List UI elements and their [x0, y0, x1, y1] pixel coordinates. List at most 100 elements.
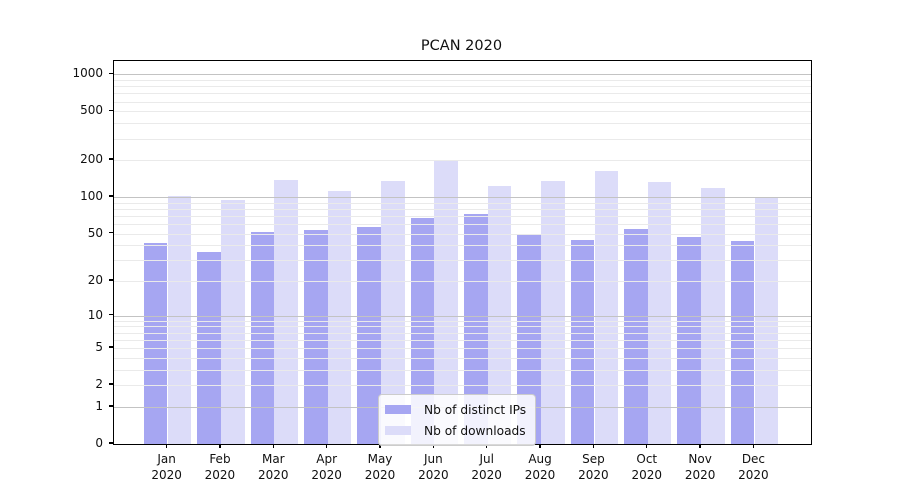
- gridline-minor-50: [114, 233, 811, 235]
- gridline-minor-700: [114, 93, 811, 95]
- gridline-major-1000: [114, 74, 811, 76]
- y-axis-tick-label-500: 500: [80, 103, 103, 118]
- legend-item-distinct-ips: Nb of distinct IPs: [385, 399, 526, 420]
- y-axis-tick-10: [109, 313, 113, 316]
- x-axis-tick-label-feb: Feb 2020: [204, 452, 236, 482]
- bar-distinct-ips-dec-2020: [730, 241, 755, 444]
- bar-downloads-sep-2020: [594, 171, 619, 444]
- bar-downloads-dec-2020: [754, 196, 779, 444]
- bar-downloads-apr-2020: [327, 190, 352, 444]
- x-axis-tick-label-aug: Aug 2020: [524, 452, 556, 482]
- x-axis-tick-apr: [325, 444, 328, 448]
- x-axis-tick-label-jun: Jun 2020: [418, 452, 449, 482]
- y-axis-tick-20: [109, 279, 113, 281]
- gridline-minor-40: [114, 245, 811, 247]
- bar-downloads-jan-2020: [167, 195, 192, 444]
- plot-area: [113, 60, 812, 445]
- legend: Nb of distinct IPs Nb of downloads: [378, 394, 537, 446]
- x-axis-tick-label-nov: Nov 2020: [684, 452, 716, 482]
- x-axis-tick-jul: [486, 444, 488, 448]
- y-axis-tick-200: [109, 158, 113, 160]
- gridline-minor-6: [114, 339, 811, 341]
- x-axis-tick-feb: [219, 444, 221, 448]
- bar-distinct-ips-apr-2020: [303, 229, 328, 444]
- x-axis-tick-jun: [432, 444, 435, 448]
- chart-title: PCAN 2020: [420, 38, 503, 54]
- bar-distinct-ips-jul-2020: [464, 213, 488, 444]
- bar-distinct-ips-aug-2020: [517, 233, 541, 444]
- gridline-minor-30: [114, 260, 811, 262]
- bar-distinct-ips-jan-2020: [143, 242, 168, 444]
- x-axis-tick-label-may: May 2020: [364, 452, 396, 482]
- gridline-minor-200: [114, 160, 811, 162]
- gridline-minor-70: [114, 215, 811, 217]
- y-axis-tick-label-50: 50: [87, 225, 103, 240]
- gridline-minor-800: [114, 86, 811, 88]
- x-axis-tick-may: [379, 444, 381, 448]
- y-axis-tick-label-1000: 1000: [72, 66, 103, 81]
- bar-distinct-ips-may-2020: [357, 226, 381, 444]
- gridline-major-100: [114, 196, 811, 198]
- legend-item-downloads: Nb of downloads: [385, 420, 526, 441]
- legend-swatch-distinct-ips: [385, 405, 411, 414]
- y-axis-tick-5: [109, 346, 113, 348]
- gridline-minor-400: [114, 123, 811, 125]
- y-axis-tick-1: [109, 405, 113, 407]
- gridline-minor-5: [114, 348, 811, 350]
- x-axis-tick-jan: [165, 444, 168, 448]
- x-axis-tick-label-mar: Mar 2020: [258, 452, 289, 482]
- gridline-minor-500: [114, 111, 811, 113]
- gridline-minor-90: [114, 202, 811, 204]
- bar-distinct-ips-jun-2020: [410, 218, 435, 444]
- gridline-minor-900: [114, 79, 811, 81]
- bar-downloads-mar-2020: [274, 179, 298, 444]
- gridline-minor-3: [114, 369, 811, 371]
- gridline-major-10: [114, 315, 811, 317]
- bar-downloads-jun-2020: [434, 160, 459, 444]
- gridline-minor-2: [114, 385, 811, 387]
- y-axis-tick-500: [109, 109, 113, 111]
- x-axis-tick-label-jan: Jan 2020: [151, 452, 182, 482]
- gridline-minor-9: [114, 320, 811, 322]
- y-axis-tick-label-20: 20: [87, 273, 103, 288]
- x-axis-tick-nov: [699, 444, 701, 448]
- bar-downloads-jul-2020: [487, 186, 512, 444]
- x-axis-tick-label-oct: Oct 2020: [631, 452, 663, 482]
- x-axis-tick-dec: [752, 444, 755, 448]
- y-axis-tick-0: [109, 442, 113, 444]
- bar-distinct-ips-sep-2020: [570, 240, 595, 444]
- x-axis-tick-mar: [272, 444, 274, 448]
- gridline-minor-20: [114, 281, 811, 283]
- gridline-minor-4: [114, 357, 811, 359]
- x-axis-tick-oct: [646, 444, 648, 448]
- bar-distinct-ips-oct-2020: [624, 228, 648, 444]
- y-axis-tick-100: [109, 195, 113, 197]
- bar-downloads-may-2020: [381, 181, 405, 444]
- gridline-minor-600: [114, 101, 811, 103]
- gridline-minor-300: [114, 138, 811, 140]
- y-axis-tick-label-0: 0: [95, 436, 103, 450]
- x-axis-tick-label-sep: Sep 2020: [578, 452, 609, 482]
- x-axis-tick-label-apr: Apr 2020: [311, 452, 342, 482]
- bar-downloads-oct-2020: [647, 181, 672, 444]
- y-axis-tick-label-5: 5: [95, 340, 103, 355]
- x-axis-tick-label-dec: Dec 2020: [738, 452, 769, 482]
- x-axis-tick-label-jul: Jul 2020: [471, 452, 502, 482]
- legend-label-downloads: Nb of downloads: [424, 423, 526, 438]
- gridline-minor-7: [114, 332, 811, 334]
- bar-distinct-ips-mar-2020: [250, 231, 275, 444]
- y-axis-tick-label-100: 100: [80, 188, 103, 203]
- y-axis-tick-label-200: 200: [80, 152, 103, 167]
- gridline-minor-80: [114, 208, 811, 210]
- y-axis-tick-50: [109, 231, 113, 234]
- legend-swatch-downloads: [385, 426, 411, 435]
- y-axis-tick-label-1: 1: [95, 398, 103, 413]
- y-axis-tick-1000: [109, 72, 113, 74]
- legend-label-distinct-ips: Nb of distinct IPs: [424, 402, 527, 417]
- gridline-minor-8: [114, 326, 811, 328]
- x-axis-tick-sep: [592, 444, 595, 448]
- y-axis-tick-label-10: 10: [87, 307, 103, 322]
- bar-downloads-aug-2020: [541, 181, 565, 444]
- y-axis-tick-label-2: 2: [95, 377, 103, 392]
